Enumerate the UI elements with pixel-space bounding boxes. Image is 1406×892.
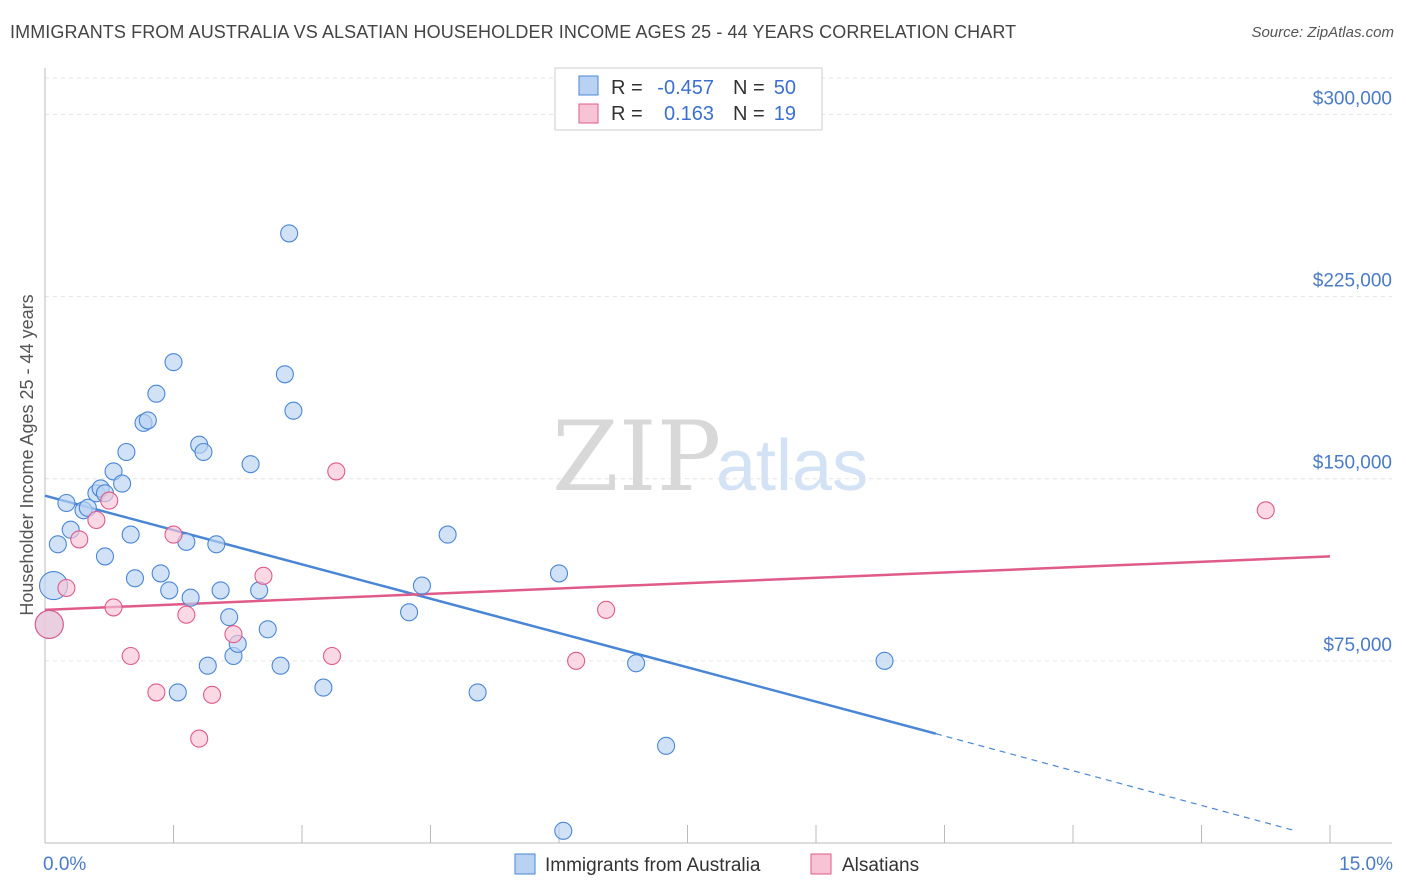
legend-swatch-blue [578, 75, 599, 96]
australia-point-27 [198, 656, 217, 675]
bottom-legend-swatch-pink [810, 853, 832, 875]
alsatian-trend-line [44, 555, 1331, 612]
australia-trend-line [44, 494, 937, 735]
australia-point-21 [164, 353, 183, 372]
australia-point-40 [314, 678, 333, 697]
australia-point-13 [117, 442, 136, 462]
alsatian-point-15 [327, 462, 346, 481]
legend-n-value-blue: 50 [774, 77, 796, 99]
alsatian-point-0 [34, 609, 64, 639]
watermark-zip: ZIP [552, 401, 721, 513]
alsatian-point-5 [104, 598, 123, 617]
australia-point-26 [194, 442, 213, 462]
trend-lines [44, 494, 1331, 832]
australia-point-44 [468, 683, 487, 702]
data-points [34, 224, 1275, 840]
chart-title: IMMIGRANTS FROM AUSTRALIA VS ALSATIAN HO… [10, 22, 1017, 42]
alsatian-point-12 [224, 625, 243, 644]
legend-r-value-pink: 0.163 [664, 103, 714, 125]
alsatian-point-11 [203, 685, 222, 704]
australia-point-17 [138, 411, 157, 430]
australia-point-49 [875, 651, 894, 670]
australia-point-20 [160, 581, 179, 600]
legend-r-label-blue: R = [611, 77, 643, 99]
legend-r-label-pink: R = [611, 103, 643, 125]
bottom-legend: Immigrants from Australia Alsatians [514, 853, 919, 876]
x-tick-label-0: 0.0% [43, 854, 86, 875]
australia-point-28 [207, 535, 226, 554]
source-label: Source: ZipAtlas.com [1251, 24, 1394, 41]
australia-point-24 [181, 588, 200, 607]
australia-point-37 [275, 365, 294, 384]
australia-point-48 [657, 736, 676, 755]
bottom-legend-swatch-blue [514, 853, 536, 875]
australia-point-43 [438, 525, 457, 544]
australia-point-46 [554, 821, 573, 840]
australia-point-47 [627, 654, 646, 673]
legend-r-value-blue: -0.457 [657, 77, 714, 99]
australia-trend-extension [935, 733, 1296, 832]
alsatian-point-2 [70, 530, 89, 549]
australia-point-2 [48, 535, 67, 554]
australia-point-10 [95, 547, 115, 566]
y-tick-labels: $75,000 $150,000 $225,000 $300,000 [1313, 88, 1392, 655]
australia-point-29 [211, 581, 230, 600]
watermark: ZIP atlas [552, 401, 868, 513]
australia-point-36 [271, 656, 290, 675]
x-tick-label-1: 15.0% [1339, 854, 1393, 875]
australia-point-3 [57, 493, 76, 513]
alsatian-point-8 [164, 525, 183, 544]
alsatian-point-1 [57, 578, 76, 598]
australia-point-38 [280, 224, 299, 243]
legend-swatch-pink [578, 103, 599, 124]
alsatian-point-14 [322, 646, 342, 666]
australia-point-15 [125, 569, 144, 588]
legend-n-label-pink: N = [733, 103, 765, 125]
australia-point-33 [241, 455, 260, 474]
alsatian-point-4 [100, 491, 119, 510]
y-tick-label-1: $150,000 [1313, 453, 1392, 474]
y-axis-label: Householder Income Ages 25 - 44 years [17, 294, 37, 615]
legend-n-value-pink: 19 [774, 103, 796, 125]
alsatian-point-3 [87, 510, 106, 530]
alsatian-point-16 [567, 651, 586, 670]
x-tick-labels: 0.0% 15.0% [43, 854, 1393, 875]
australia-point-45 [549, 564, 569, 583]
australia-point-42 [412, 576, 431, 595]
y-tick-label-3: $300,000 [1313, 88, 1392, 109]
alsatian-point-10 [190, 729, 209, 748]
y-tick-label-0: $75,000 [1323, 635, 1392, 656]
australia-point-30 [220, 608, 239, 627]
australia-point-35 [258, 620, 277, 639]
australia-point-22 [168, 683, 187, 702]
australia-point-39 [284, 401, 303, 420]
australia-point-19 [151, 564, 170, 583]
alsatian-point-9 [177, 605, 196, 624]
alsatian-point-6 [121, 646, 140, 666]
alsatian-point-17 [597, 600, 616, 619]
australia-point-41 [400, 603, 419, 622]
alsatian-point-13 [254, 566, 273, 585]
australia-point-18 [147, 384, 166, 403]
australia-point-12 [113, 474, 132, 493]
bottom-legend-label-pink: Alsatians [842, 855, 919, 876]
bottom-legend-label-blue: Immigrants from Australia [545, 855, 761, 876]
australia-point-14 [121, 525, 140, 544]
watermark-atlas: atlas [716, 426, 868, 506]
legend-box: R = -0.457 N = 50 R = 0.163 N = 19 [554, 67, 823, 131]
alsatian-point-18 [1256, 501, 1275, 520]
alsatian-point-7 [147, 683, 166, 702]
legend-n-label-blue: N = [733, 77, 765, 99]
y-tick-label-2: $225,000 [1313, 271, 1392, 292]
grid-lines [45, 77, 1392, 662]
